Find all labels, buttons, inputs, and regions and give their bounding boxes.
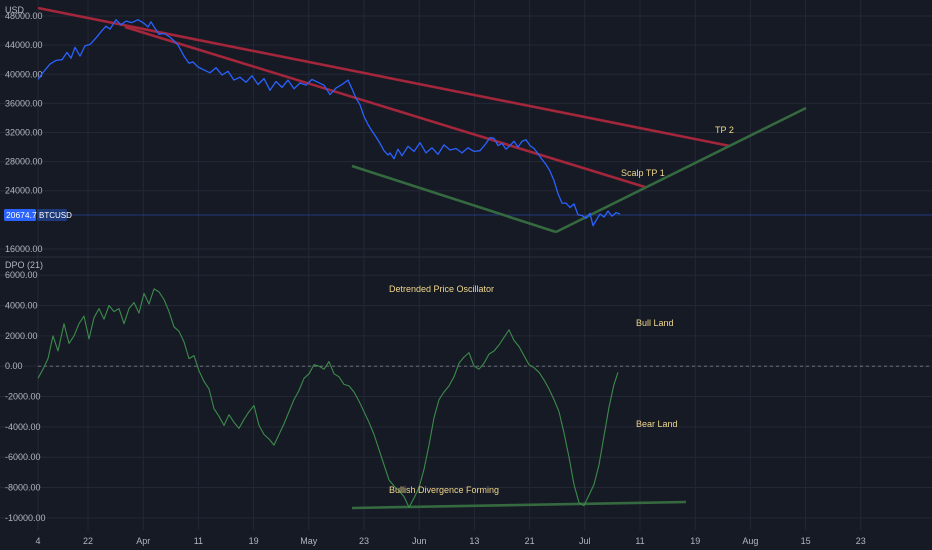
time-tick-label: 19 <box>690 536 700 546</box>
bullish-divergence-label: Bullish Divergence Forming <box>389 485 499 495</box>
price-tick-label: 44000.00 <box>5 40 43 50</box>
price-tick-label: 16000.00 <box>5 244 43 254</box>
time-tick-label: 21 <box>525 536 535 546</box>
bull-land-label: Bull Land <box>636 318 674 328</box>
dpo-tick-label: -10000.00 <box>5 513 46 523</box>
time-tick-label: Jul <box>579 536 591 546</box>
time-axis: 4 22 Apr 11 19 May 23 Jun 13 21 Jul 11 19 Aug 15 23 <box>35 536 865 546</box>
dpo-grid <box>0 274 932 519</box>
price-tick-label: 36000.00 <box>5 98 43 108</box>
last-price-badge[interactable] <box>4 209 36 221</box>
dpo-tick-label: 0.00 <box>5 361 23 371</box>
time-tick-label: 15 <box>801 536 811 546</box>
price-tick-label: 48000.00 <box>5 11 43 21</box>
currency-label: USD <box>5 5 25 15</box>
dpo-title-annotation: Detrended Price Oscillator <box>389 284 494 294</box>
price-tick-label: 32000.00 <box>5 128 43 138</box>
time-tick-label: 19 <box>249 536 259 546</box>
time-tick-label: Aug <box>742 536 758 546</box>
dpo-tick-label: 6000.00 <box>5 270 38 280</box>
time-tick-label: 11 <box>635 536 644 546</box>
time-tick-label: 23 <box>359 536 369 546</box>
last-price-value: 20674.77 <box>6 210 42 220</box>
dpo-tick-label: 2000.00 <box>5 331 38 341</box>
divergence-trendline[interactable] <box>351 500 687 510</box>
scalp-tp1-label: Scalp TP 1 <box>621 168 665 178</box>
price-axis: 48000.00 44000.00 40000.00 36000.00 32000.00… <box>5 11 43 254</box>
price-tick-label: 40000.00 <box>5 69 43 79</box>
dpo-tick-label: -6000.00 <box>5 452 41 462</box>
time-tick-label: Jun <box>412 536 427 546</box>
time-tick-label: 4 <box>35 536 40 546</box>
dpo-indicator-label[interactable]: DPO (21) <box>5 260 43 270</box>
time-tick-label: 11 <box>194 536 203 546</box>
symbol-label: BTCUSD <box>39 211 72 220</box>
time-tick-label: Apr <box>136 536 150 546</box>
projection-trendline[interactable] <box>555 106 807 234</box>
price-tick-label: 24000.00 <box>5 186 43 196</box>
price-tick-label: 28000.00 <box>5 157 43 167</box>
tp2-label: TP 2 <box>715 125 734 135</box>
dpo-axis: 6000.00 4000.00 2000.00 0.00 -2000.00 -4000.0… <box>5 270 46 523</box>
time-tick-label: 22 <box>83 536 93 546</box>
short-resistance-trendline[interactable] <box>124 25 646 189</box>
price-series-line <box>37 19 621 227</box>
bear-land-label: Bear Land <box>636 419 678 429</box>
dpo-tick-label: -2000.00 <box>5 392 41 402</box>
dpo-tick-label: 4000.00 <box>5 301 38 311</box>
time-tick-label: 23 <box>856 536 866 546</box>
time-tick-label: 13 <box>469 536 479 546</box>
price-grid <box>0 15 932 250</box>
dpo-tick-label: -4000.00 <box>5 422 41 432</box>
long-resistance-trendline[interactable] <box>37 6 731 148</box>
dpo-tick-label: -8000.00 <box>5 483 41 493</box>
time-tick-label: May <box>300 536 318 546</box>
dpo-series-line <box>37 288 619 508</box>
vertical-grid <box>37 0 862 530</box>
symbol-badge[interactable] <box>37 209 67 221</box>
support-trendline[interactable] <box>351 164 557 234</box>
